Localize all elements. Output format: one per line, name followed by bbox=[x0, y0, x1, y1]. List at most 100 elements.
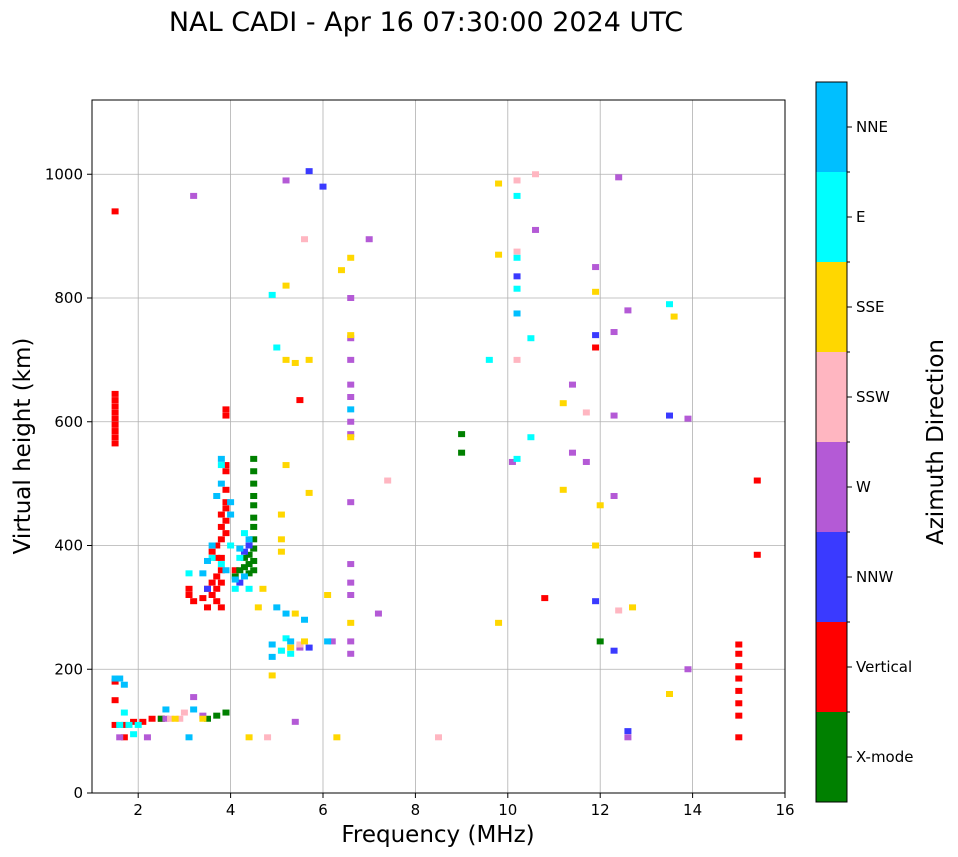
y-axis-label: Virtual height (km) bbox=[10, 338, 36, 555]
data-point bbox=[610, 493, 618, 499]
data-point bbox=[684, 666, 692, 673]
data-point bbox=[190, 694, 198, 701]
data-point bbox=[120, 681, 128, 688]
data-point bbox=[753, 551, 761, 558]
data-point bbox=[347, 394, 355, 400]
data-point bbox=[273, 604, 281, 611]
y-tick-label: 0 bbox=[73, 784, 83, 802]
data-point bbox=[532, 171, 540, 178]
data-point bbox=[324, 592, 332, 598]
data-point bbox=[190, 706, 198, 713]
data-point bbox=[333, 734, 341, 741]
data-point bbox=[171, 715, 179, 722]
data-point bbox=[213, 598, 221, 605]
data-point bbox=[615, 607, 623, 614]
data-point bbox=[347, 561, 355, 568]
data-point bbox=[111, 440, 119, 447]
data-point bbox=[185, 570, 193, 577]
data-point bbox=[217, 536, 225, 543]
data-point bbox=[236, 545, 244, 552]
data-point bbox=[374, 610, 382, 617]
data-point bbox=[180, 709, 188, 716]
data-point bbox=[250, 545, 258, 552]
data-point bbox=[236, 579, 244, 586]
data-point bbox=[259, 585, 267, 592]
data-point bbox=[240, 554, 248, 561]
data-point bbox=[277, 536, 285, 543]
data-point bbox=[287, 650, 295, 657]
data-point bbox=[532, 226, 540, 233]
data-point bbox=[111, 397, 119, 404]
data-point bbox=[582, 458, 590, 465]
colorbar-tick-label: E bbox=[856, 208, 865, 226]
y-tick-label: 400 bbox=[54, 537, 83, 555]
data-point bbox=[222, 530, 230, 537]
data-point bbox=[148, 715, 156, 722]
y-tick-label: 1000 bbox=[45, 165, 83, 183]
colorbar-swatch bbox=[816, 352, 847, 442]
data-point bbox=[157, 715, 165, 722]
data-point bbox=[217, 523, 225, 530]
data-point bbox=[541, 595, 549, 602]
data-point bbox=[610, 329, 618, 336]
data-point bbox=[111, 403, 119, 410]
x-tick-label: 12 bbox=[591, 801, 610, 819]
colorbar-swatch bbox=[816, 622, 847, 712]
data-point bbox=[208, 592, 216, 598]
data-point bbox=[120, 734, 128, 741]
data-point bbox=[199, 570, 207, 577]
data-point bbox=[347, 332, 355, 339]
data-point bbox=[458, 449, 466, 456]
data-point bbox=[347, 434, 355, 441]
plot-frame bbox=[91, 99, 786, 794]
data-point bbox=[305, 489, 313, 496]
colorbar-tick-label: NNE bbox=[856, 118, 888, 136]
series-x-mode bbox=[157, 431, 604, 722]
data-point bbox=[435, 734, 442, 741]
data-point bbox=[296, 641, 304, 648]
data-point bbox=[735, 663, 743, 670]
data-point bbox=[319, 183, 327, 190]
data-point bbox=[250, 523, 258, 530]
data-point bbox=[347, 418, 355, 425]
data-point bbox=[513, 310, 521, 317]
data-point bbox=[347, 592, 355, 598]
data-point bbox=[217, 554, 225, 561]
data-point bbox=[301, 236, 309, 243]
data-point bbox=[199, 712, 207, 719]
data-point bbox=[277, 511, 285, 518]
y-tick-label: 800 bbox=[54, 289, 83, 307]
series-nnw bbox=[204, 168, 673, 735]
data-point bbox=[236, 554, 244, 561]
x-tick-label: 14 bbox=[683, 801, 702, 819]
data-point bbox=[568, 449, 576, 456]
x-axis-ticks: 2 4 6 8 10 12 14 16 bbox=[133, 793, 795, 819]
data-point bbox=[217, 579, 225, 586]
data-point bbox=[176, 715, 184, 722]
data-point bbox=[116, 721, 124, 728]
data-point bbox=[347, 579, 355, 586]
data-point bbox=[208, 554, 216, 561]
data-point bbox=[222, 505, 230, 512]
data-point bbox=[268, 291, 276, 298]
data-point bbox=[513, 285, 521, 292]
data-point bbox=[495, 619, 503, 626]
colorbar-swatch bbox=[816, 172, 847, 262]
data-point bbox=[130, 718, 138, 725]
data-point bbox=[250, 567, 258, 574]
data-point bbox=[217, 511, 225, 518]
data-point bbox=[301, 638, 309, 645]
data-point bbox=[305, 168, 313, 175]
data-point bbox=[347, 356, 355, 363]
data-point bbox=[624, 307, 632, 314]
data-point bbox=[185, 734, 193, 741]
data-point bbox=[277, 548, 285, 555]
data-point bbox=[592, 344, 600, 351]
data-point bbox=[116, 734, 124, 741]
data-point bbox=[282, 177, 290, 184]
colorbar-tick-label: SSW bbox=[856, 388, 890, 406]
data-point bbox=[231, 573, 239, 580]
data-point bbox=[527, 335, 535, 342]
data-point bbox=[245, 536, 253, 543]
data-point bbox=[250, 514, 258, 521]
